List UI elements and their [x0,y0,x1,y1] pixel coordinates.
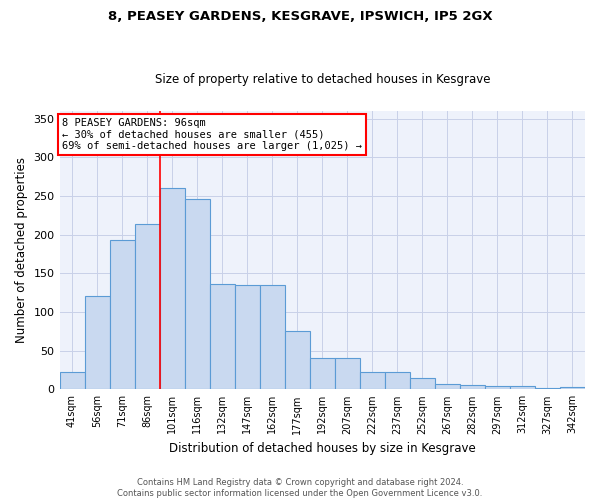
Bar [385,372,410,390]
Bar [160,188,185,390]
Bar [360,372,385,390]
X-axis label: Distribution of detached houses by size in Kesgrave: Distribution of detached houses by size … [169,442,476,455]
Bar [185,199,209,390]
Bar [235,285,260,390]
Bar [535,388,560,390]
Bar [510,386,535,390]
Bar [410,378,435,390]
Bar [560,387,585,390]
Bar [335,358,360,390]
Bar [435,384,460,390]
Title: Size of property relative to detached houses in Kesgrave: Size of property relative to detached ho… [155,73,490,86]
Bar [134,224,160,390]
Bar [260,285,285,390]
Bar [285,332,310,390]
Text: 8 PEASEY GARDENS: 96sqm
← 30% of detached houses are smaller (455)
69% of semi-d: 8 PEASEY GARDENS: 96sqm ← 30% of detache… [62,118,362,151]
Text: 8, PEASEY GARDENS, KESGRAVE, IPSWICH, IP5 2GX: 8, PEASEY GARDENS, KESGRAVE, IPSWICH, IP… [107,10,493,23]
Bar [85,296,110,390]
Bar [59,372,85,390]
Bar [310,358,335,390]
Text: Contains HM Land Registry data © Crown copyright and database right 2024.
Contai: Contains HM Land Registry data © Crown c… [118,478,482,498]
Y-axis label: Number of detached properties: Number of detached properties [15,157,28,343]
Bar [460,386,485,390]
Bar [110,240,134,390]
Bar [485,386,510,390]
Bar [209,284,235,390]
